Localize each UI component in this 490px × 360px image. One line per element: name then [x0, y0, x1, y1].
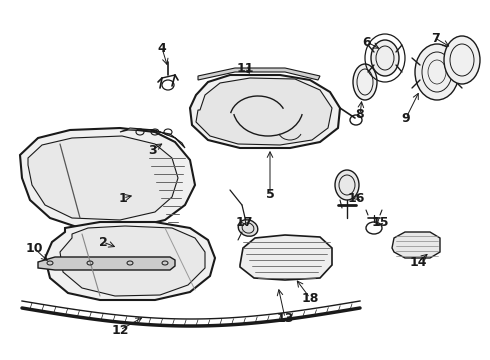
Text: 9: 9: [402, 112, 410, 125]
Text: 12: 12: [111, 324, 129, 337]
Text: 2: 2: [98, 235, 107, 248]
Polygon shape: [120, 128, 185, 148]
Text: 15: 15: [371, 216, 389, 229]
Text: 4: 4: [158, 41, 167, 54]
Text: 11: 11: [236, 62, 254, 75]
Text: 5: 5: [266, 189, 274, 202]
Polygon shape: [392, 232, 440, 258]
Polygon shape: [240, 235, 332, 280]
Polygon shape: [45, 222, 215, 300]
Ellipse shape: [335, 170, 359, 200]
Text: 17: 17: [235, 216, 253, 229]
Polygon shape: [190, 75, 340, 148]
Polygon shape: [20, 128, 195, 228]
Text: 6: 6: [363, 36, 371, 49]
Ellipse shape: [415, 44, 459, 100]
Polygon shape: [196, 78, 332, 145]
Text: 8: 8: [356, 108, 364, 122]
Polygon shape: [198, 68, 320, 80]
Text: 16: 16: [347, 192, 365, 204]
Polygon shape: [60, 226, 205, 296]
Text: 14: 14: [409, 256, 427, 269]
Ellipse shape: [238, 220, 258, 236]
Ellipse shape: [353, 64, 377, 100]
Ellipse shape: [371, 40, 399, 76]
Text: 1: 1: [119, 192, 127, 204]
Text: 18: 18: [301, 292, 319, 305]
Text: 10: 10: [25, 242, 43, 255]
Polygon shape: [38, 257, 175, 270]
Text: 13: 13: [276, 311, 294, 324]
Text: 3: 3: [147, 144, 156, 157]
Text: 7: 7: [431, 31, 440, 45]
Polygon shape: [28, 136, 178, 220]
Ellipse shape: [444, 36, 480, 84]
